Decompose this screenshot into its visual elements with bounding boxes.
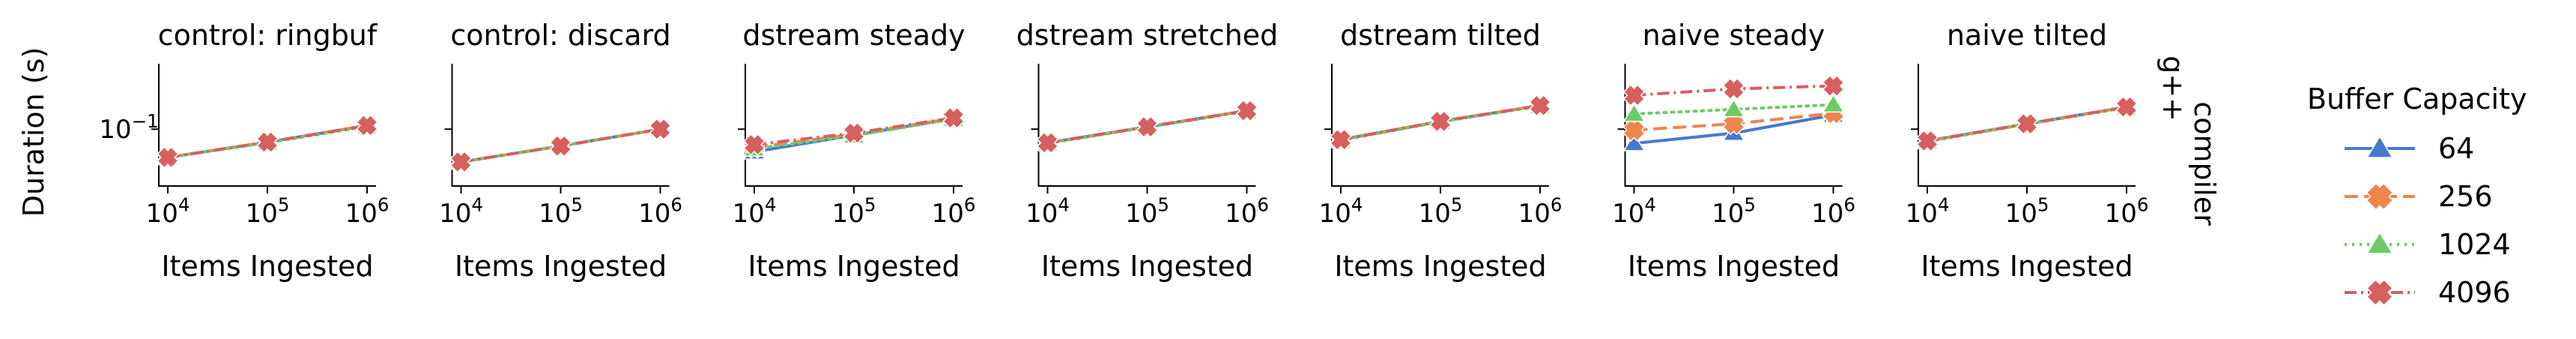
data-point-marker	[1822, 74, 1845, 98]
x-tick-label: 104	[1025, 194, 1070, 229]
x-tick-label: 105	[832, 194, 876, 229]
data-point-marker	[1622, 103, 1646, 122]
panel-title: naive steady	[1643, 19, 1825, 52]
legend-title: Buffer Capacity	[2307, 82, 2527, 116]
x-tick-label: 106	[345, 194, 390, 229]
x-tick-label: 105	[1419, 194, 1463, 229]
data-point-marker	[1622, 132, 1646, 152]
facet-panel: dstream stretched 104 105 106 Items Ingested	[1016, 19, 1279, 283]
x-tick-label: 105	[1712, 194, 1756, 229]
y-tick-label: 10−1	[99, 110, 158, 145]
legend-entry: 1024	[2345, 228, 2511, 261]
panels-layer: control: ringbuf 10−1 104 105 106 Items Inges…	[99, 19, 2148, 283]
data-point-marker	[743, 134, 766, 156]
data-point-marker	[256, 130, 279, 154]
data-point-marker	[942, 106, 965, 130]
data-point-marker	[1622, 118, 1646, 142]
panel-title: dstream steady	[742, 19, 965, 52]
x-axis-label: Items Ingested	[1628, 250, 1840, 283]
panel-title: control: discard	[450, 19, 670, 52]
legend-label: 256	[2438, 180, 2493, 213]
x-axis-label: Items Ingested	[1334, 250, 1546, 283]
data-point-marker	[1235, 99, 1258, 122]
data-point-marker	[1622, 84, 1646, 106]
data-point-marker	[1722, 77, 1745, 100]
y-axis-label: Duration (s)	[17, 47, 50, 218]
data-point-marker	[1822, 94, 1845, 113]
data-point-marker	[2366, 278, 2394, 307]
facet-panel: naive steady 104 105 106 Items Ingested	[1612, 19, 1855, 283]
data-point-marker	[1429, 110, 1452, 133]
x-tick-label: 106	[932, 194, 976, 229]
data-point-marker	[1722, 98, 1745, 118]
x-axis-label: Items Ingested	[1041, 250, 1253, 283]
data-point-marker	[649, 118, 672, 141]
facet-panel: naive tilted 104 105 106 Items Ingested	[1906, 19, 2149, 283]
legend-entry: 256	[2345, 180, 2493, 213]
data-point-marker	[2115, 95, 2138, 118]
x-tick-label: 105	[1125, 194, 1169, 229]
panel-title: dstream stretched	[1016, 19, 1279, 52]
x-tick-label: 104	[733, 194, 777, 229]
x-axis-label: Items Ingested	[455, 250, 667, 283]
legend-label: 4096	[2438, 276, 2511, 309]
data-point-marker	[449, 151, 473, 173]
x-tick-label: 106	[638, 194, 682, 229]
data-point-marker	[2366, 182, 2394, 211]
x-tick-label: 104	[1319, 194, 1363, 229]
x-tick-label: 106	[1811, 194, 1855, 229]
data-point-marker	[157, 146, 179, 169]
panel-title: dstream tilted	[1340, 19, 1541, 52]
x-axis-label: Items Ingested	[1921, 250, 2133, 283]
legend-label: 64	[2438, 132, 2474, 165]
row-facet-name: compiler	[2188, 101, 2221, 226]
row-facet-value: g++	[2157, 56, 2189, 122]
data-point-marker	[2016, 112, 2038, 135]
data-point-marker	[2366, 135, 2394, 158]
x-tick-label: 104	[439, 194, 483, 229]
x-tick-label: 106	[1518, 194, 1563, 229]
data-point-marker	[1916, 130, 1939, 152]
facet-panel: dstream steady 104 105 106 Items Ingested	[733, 19, 976, 283]
data-point-marker	[549, 134, 572, 158]
x-tick-label: 106	[1225, 194, 1269, 229]
legend-entry: 64	[2345, 132, 2474, 165]
x-tick-label: 104	[1612, 194, 1656, 229]
x-tick-label: 105	[2005, 194, 2049, 229]
data-point-marker	[843, 122, 865, 145]
x-tick-label: 105	[246, 194, 290, 229]
legend-label: 1024	[2438, 228, 2511, 261]
data-point-marker	[356, 114, 378, 137]
legend: Buffer Capacity 64 256 1024 4096	[2307, 82, 2527, 309]
x-tick-label: 104	[146, 194, 190, 229]
legend-entry: 4096	[2345, 276, 2511, 309]
row-facet-label: g++ compiler	[2157, 56, 2221, 226]
data-point-marker	[1136, 116, 1159, 139]
facet-panel: dstream tilted 104 105 106 Items Ingested	[1319, 19, 1563, 283]
data-point-marker	[1036, 131, 1059, 154]
data-point-marker	[1529, 94, 1551, 117]
x-tick-label: 106	[2105, 194, 2149, 229]
x-tick-label: 104	[1906, 194, 1950, 229]
data-point-marker	[1330, 128, 1352, 152]
x-axis-label: Items Ingested	[748, 250, 960, 283]
data-point-marker	[2366, 231, 2394, 254]
panel-title: naive tilted	[1947, 19, 2107, 52]
panel-title: control: ringbuf	[158, 19, 378, 52]
x-axis-label: Items Ingested	[161, 250, 373, 283]
x-tick-label: 105	[539, 194, 583, 229]
facet-panel: control: ringbuf 10−1 104 105 106 Items Inges…	[99, 19, 389, 283]
facet-panel: control: discard 104 105 106 Items Ingested	[439, 19, 682, 283]
